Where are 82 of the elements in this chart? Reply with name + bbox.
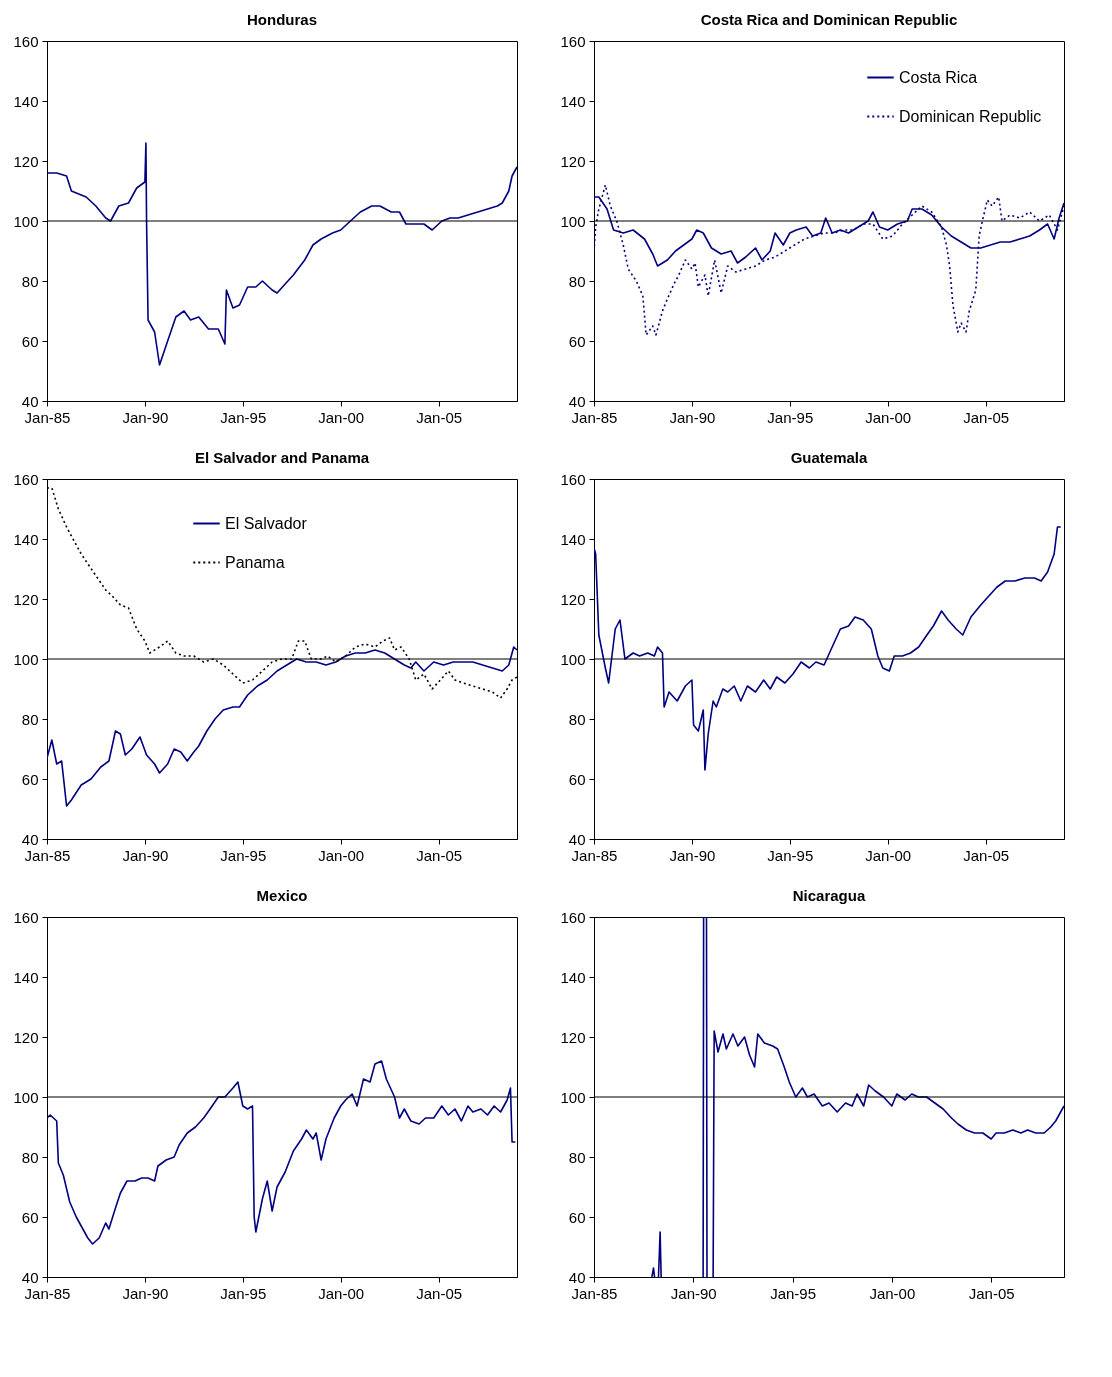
x-tick-label: Jan-05 (968, 1284, 1015, 1302)
x-tick-label: Jan-00 (865, 408, 912, 426)
x-tick-label: Jan-00 (318, 1284, 365, 1302)
x-tick-label: Jan-85 (24, 408, 71, 426)
x-tick-label: Jan-90 (670, 1284, 717, 1302)
y-tick-label: 160 (560, 32, 586, 50)
y-tick-label: 140 (560, 968, 586, 986)
y-tick-label: 80 (568, 710, 586, 728)
chart-title: Mexico (256, 887, 308, 904)
x-tick-label: Jan-05 (963, 846, 1010, 864)
y-tick-label: 80 (568, 1148, 586, 1166)
y-tick-label: 120 (13, 152, 39, 170)
y-tick-label: 100 (13, 650, 39, 668)
x-tick-label: Jan-85 (571, 1284, 618, 1302)
y-tick-label: 100 (13, 212, 39, 230)
y-tick-label: 120 (560, 1028, 586, 1046)
y-tick-label: 160 (13, 470, 39, 488)
y-tick-label: 40 (568, 392, 586, 410)
y-tick-label: 120 (560, 152, 586, 170)
x-tick-label: Jan-95 (220, 1284, 267, 1302)
y-tick-label: 100 (560, 212, 586, 230)
y-tick-label: 80 (21, 710, 39, 728)
x-tick-label: Jan-00 (869, 1284, 916, 1302)
x-tick-label: Jan-85 (571, 846, 618, 864)
x-tick-label: Jan-95 (767, 846, 814, 864)
x-tick-label: Jan-90 (122, 408, 169, 426)
x-tick-label: Jan-90 (669, 846, 716, 864)
y-tick-label: 60 (21, 1208, 39, 1226)
y-tick-label: 140 (13, 530, 39, 548)
x-tick-label: Jan-00 (318, 846, 365, 864)
y-tick-label: 40 (21, 830, 39, 848)
x-tick-label: Jan-95 (220, 408, 267, 426)
y-tick-label: 40 (21, 392, 39, 410)
y-tick-label: 100 (13, 1088, 39, 1106)
y-tick-label: 100 (560, 650, 586, 668)
y-tick-label: 160 (13, 32, 39, 50)
x-tick-label: Jan-85 (571, 408, 618, 426)
x-tick-label: Jan-90 (122, 1284, 169, 1302)
x-tick-label: Jan-90 (669, 408, 716, 426)
y-tick-label: 160 (560, 470, 586, 488)
legend-label: Dominican Republic (899, 107, 1042, 125)
y-tick-label: 120 (13, 1028, 39, 1046)
y-tick-label: 80 (21, 272, 39, 290)
y-tick-label: 140 (560, 92, 586, 110)
x-tick-label: Jan-85 (24, 1284, 71, 1302)
x-tick-label: Jan-05 (416, 408, 463, 426)
x-tick-label: Jan-85 (24, 846, 71, 864)
y-tick-label: 60 (21, 332, 39, 350)
legend-label: El Salvador (225, 514, 308, 532)
x-tick-label: Jan-00 (318, 408, 365, 426)
y-tick-label: 60 (21, 770, 39, 788)
y-tick-label: 140 (13, 92, 39, 110)
y-tick-label: 120 (560, 590, 586, 608)
y-tick-label: 60 (568, 770, 586, 788)
legend-label: Costa Rica (899, 68, 978, 86)
y-tick-label: 140 (13, 968, 39, 986)
chart-title: Costa Rica and Dominican Republic (700, 11, 958, 28)
y-tick-label: 100 (560, 1088, 586, 1106)
x-tick-label: Jan-95 (220, 846, 267, 864)
x-tick-label: Jan-95 (770, 1284, 817, 1302)
legend-label: Panama (225, 553, 285, 571)
y-tick-label: 140 (560, 530, 586, 548)
chart-title: Nicaragua (792, 887, 866, 904)
x-tick-label: Jan-05 (963, 408, 1010, 426)
chart-title: Guatemala (790, 449, 869, 466)
y-tick-label: 40 (21, 1268, 39, 1286)
y-tick-label: 120 (13, 590, 39, 608)
y-tick-label: 160 (560, 908, 586, 926)
y-tick-label: 40 (568, 830, 586, 848)
chart-title: Honduras (246, 11, 318, 28)
x-tick-label: Jan-95 (767, 408, 814, 426)
y-tick-label: 80 (568, 272, 586, 290)
y-tick-label: 80 (21, 1148, 39, 1166)
x-tick-label: Jan-05 (416, 1284, 463, 1302)
x-tick-label: Jan-00 (865, 846, 912, 864)
x-tick-label: Jan-05 (416, 846, 463, 864)
y-tick-label: 60 (568, 332, 586, 350)
y-tick-label: 40 (568, 1268, 586, 1286)
chart-title: El Salvador and Panama (194, 449, 370, 466)
x-tick-label: Jan-90 (122, 846, 169, 864)
y-tick-label: 160 (13, 908, 39, 926)
y-tick-label: 60 (568, 1208, 586, 1226)
